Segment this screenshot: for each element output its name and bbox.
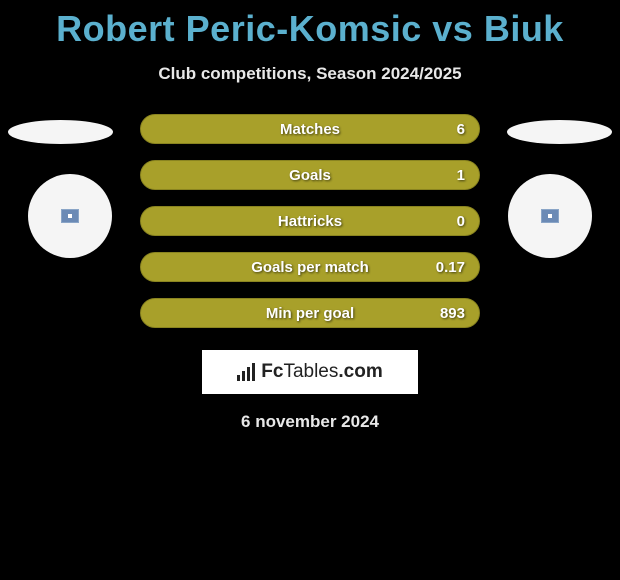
page-subtitle: Club competitions, Season 2024/2025 <box>0 64 620 84</box>
stat-bar: Goals 1 <box>140 160 480 190</box>
player-right-avatar <box>508 174 592 258</box>
stat-label: Hattricks <box>278 213 342 230</box>
stats-bars: Matches 6 Goals 1 Hattricks 0 Goals per … <box>140 114 480 328</box>
stat-value: 0 <box>457 213 465 230</box>
stat-label: Matches <box>280 121 340 138</box>
stat-label: Goals per match <box>251 259 369 276</box>
stat-label: Goals <box>289 167 331 184</box>
brand-text: FcTables.com <box>261 361 382 383</box>
placeholder-icon <box>541 209 559 223</box>
stat-value: 1 <box>457 167 465 184</box>
stat-label: Min per goal <box>266 305 354 322</box>
stat-value: 6 <box>457 121 465 138</box>
brand-light: Tables <box>283 361 338 382</box>
player-left-avatar <box>28 174 112 258</box>
player-left-ellipse <box>8 120 113 144</box>
stat-bar: Goals per match 0.17 <box>140 252 480 282</box>
date-label: 6 november 2024 <box>0 412 620 432</box>
stat-value: 893 <box>440 305 465 322</box>
bars-icon <box>237 363 255 381</box>
placeholder-icon <box>61 209 79 223</box>
stat-value: 0.17 <box>436 259 465 276</box>
stat-bar: Matches 6 <box>140 114 480 144</box>
player-right-ellipse <box>507 120 612 144</box>
stat-bar: Min per goal 893 <box>140 298 480 328</box>
stat-bar: Hattricks 0 <box>140 206 480 236</box>
comparison-panel: Matches 6 Goals 1 Hattricks 0 Goals per … <box>0 114 620 432</box>
brand-strong: Fc <box>261 361 283 382</box>
brand-logo[interactable]: FcTables.com <box>202 350 418 394</box>
page-title: Robert Peric-Komsic vs Biuk <box>0 0 620 50</box>
brand-suffix: .com <box>338 361 382 382</box>
